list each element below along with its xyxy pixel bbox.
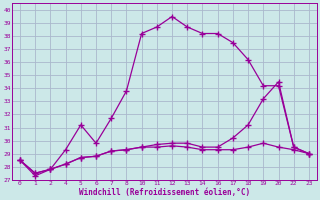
X-axis label: Windchill (Refroidissement éolien,°C): Windchill (Refroidissement éolien,°C) xyxy=(79,188,250,197)
